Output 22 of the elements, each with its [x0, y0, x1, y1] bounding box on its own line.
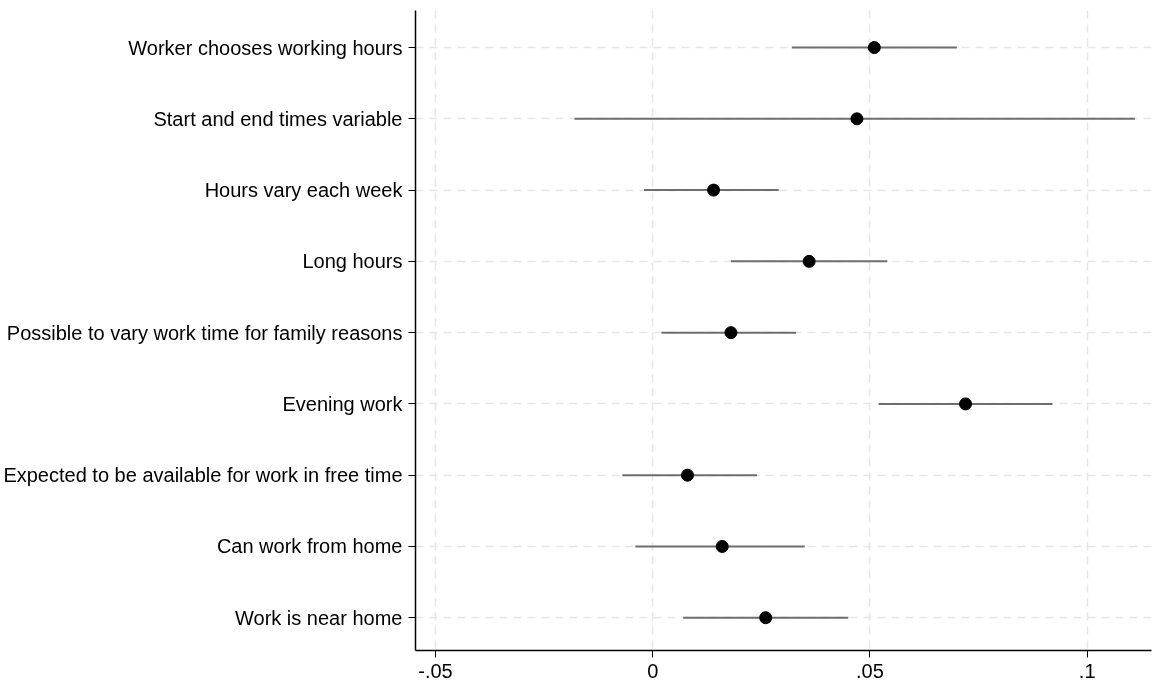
y-tick-label: Work is near home: [235, 606, 403, 629]
point: [680, 468, 694, 482]
point: [724, 326, 738, 340]
x-tick-label: .05: [856, 659, 884, 682]
point: [959, 397, 973, 411]
point: [850, 112, 864, 126]
y-tick-label: Can work from home: [216, 535, 403, 558]
x-tick-label: .1: [1078, 659, 1096, 682]
point: [759, 611, 773, 625]
x-tick-label: 0: [647, 659, 659, 682]
point: [715, 539, 729, 553]
y-tick-label: Possible to vary work time for family reasons: [6, 321, 403, 344]
y-tick-label: Start and end times variable: [153, 107, 403, 130]
y-tick-label: Long hours: [302, 250, 403, 273]
point: [707, 183, 721, 197]
y-tick-label: Worker chooses working hours: [128, 36, 403, 59]
y-tick-label: Evening work: [282, 392, 404, 415]
point: [802, 254, 816, 268]
point: [867, 41, 881, 55]
x-tick-label: -.05: [418, 659, 453, 682]
y-tick-label: Hours vary each week: [204, 179, 404, 202]
y-tick-label: Expected to be available for work in free time: [3, 464, 403, 487]
